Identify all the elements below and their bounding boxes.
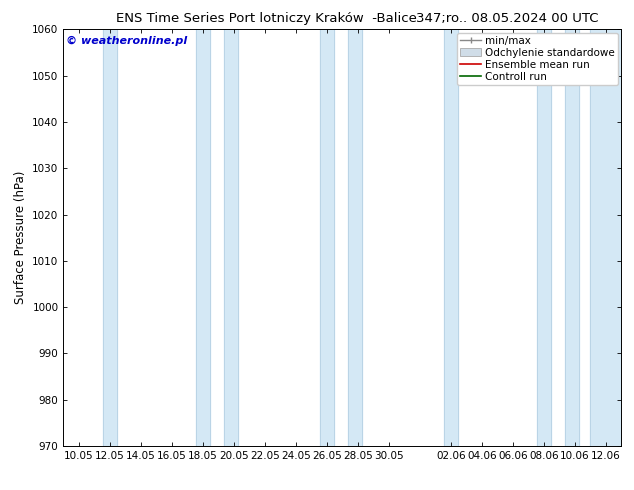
Text: 347;ro.. 08.05.2024 00 UTC: 347;ro.. 08.05.2024 00 UTC: [416, 12, 598, 25]
Bar: [537, 29, 551, 446]
Bar: [565, 29, 579, 446]
Bar: [320, 29, 333, 446]
Bar: [196, 29, 210, 446]
Bar: [444, 29, 458, 446]
Bar: [224, 29, 238, 446]
Text: ENS Time Series Port lotniczy Kraków  -Balice: ENS Time Series Port lotniczy Kraków -Ba…: [116, 12, 417, 25]
Bar: [590, 29, 621, 446]
Text: © weatheronline.pl: © weatheronline.pl: [66, 36, 188, 46]
Bar: [103, 29, 117, 446]
Bar: [348, 29, 361, 446]
Y-axis label: Surface Pressure (hPa): Surface Pressure (hPa): [14, 171, 27, 304]
Legend: min/max, Odchylenie standardowe, Ensemble mean run, Controll run: min/max, Odchylenie standardowe, Ensembl…: [457, 32, 618, 85]
